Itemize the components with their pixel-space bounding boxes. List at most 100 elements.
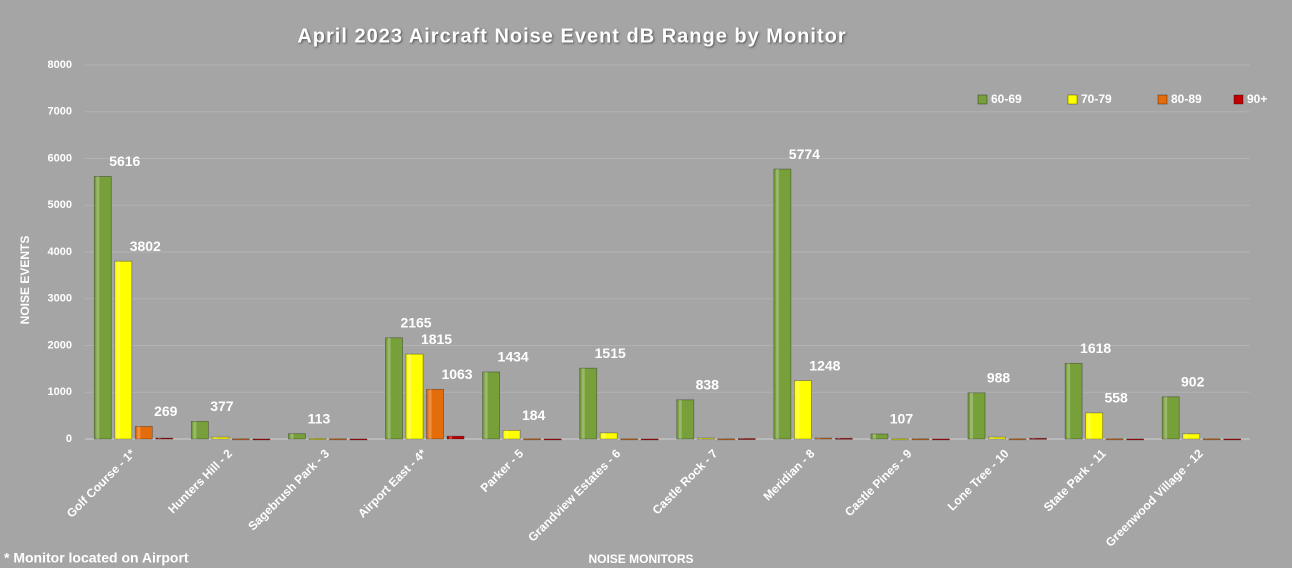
data-label: 1618: [1080, 340, 1111, 356]
bar-highlight: [387, 337, 391, 439]
bar: [834, 437, 853, 440]
data-label: 5774: [789, 146, 820, 162]
bar: [676, 399, 695, 440]
bar: [308, 438, 327, 440]
data-label: 5616: [109, 153, 140, 169]
bar: [737, 438, 756, 440]
bar: [405, 353, 424, 440]
bar: [1085, 412, 1104, 440]
bar: [385, 337, 403, 440]
bar-highlight: [157, 438, 161, 439]
bar: [814, 437, 833, 440]
bar: [579, 367, 598, 440]
bar: [93, 176, 112, 440]
data-label: 184: [522, 407, 546, 423]
data-label: 988: [987, 370, 1011, 386]
bar-highlight: [837, 438, 841, 439]
bar: [482, 371, 501, 440]
data-label: 107: [890, 411, 914, 427]
y-tick-label: 8000: [48, 59, 72, 71]
bar-highlight: [137, 426, 141, 439]
bar: [1029, 437, 1047, 440]
bar: [717, 438, 736, 441]
data-label: 902: [1181, 374, 1205, 390]
bar-highlight: [1031, 438, 1035, 439]
bar: [211, 436, 230, 440]
bar: [523, 438, 542, 441]
bar: [446, 435, 465, 440]
data-label: 1515: [595, 345, 626, 361]
data-label: 558: [1104, 390, 1128, 406]
bar: [426, 388, 444, 440]
bar: [640, 438, 659, 441]
bar-highlight: [581, 368, 585, 439]
bar-highlight: [1164, 396, 1168, 439]
bar: [911, 438, 930, 441]
bar: [543, 438, 562, 441]
data-label: 3802: [130, 238, 161, 254]
bar-highlight: [408, 354, 412, 439]
legend-swatch: [977, 94, 988, 105]
bar-highlight: [678, 399, 682, 439]
bar: [773, 168, 792, 440]
bar: [134, 426, 153, 440]
bar-highlight: [1184, 433, 1188, 439]
bar: [793, 380, 812, 440]
bar: [1105, 438, 1124, 441]
bar-highlight: [505, 430, 509, 439]
bar: [988, 436, 1006, 440]
legend-label: 80-89: [1171, 92, 1202, 106]
bar-highlight: [1087, 412, 1091, 439]
bar-highlight: [290, 433, 294, 439]
legend-swatch: [1067, 94, 1078, 105]
bar-highlight: [193, 421, 197, 439]
data-label: 377: [210, 398, 234, 414]
bar-highlight: [484, 371, 488, 439]
bar-highlight: [1067, 363, 1071, 439]
legend-swatch: [1157, 94, 1168, 105]
bar: [870, 433, 889, 440]
bar: [620, 438, 639, 441]
bar-highlight: [96, 176, 100, 439]
bar: [967, 392, 986, 440]
bar: [155, 437, 174, 440]
bar-highlight: [872, 433, 876, 439]
bar-highlight: [699, 438, 703, 439]
bar: [1223, 438, 1242, 441]
bar-highlight: [775, 169, 779, 440]
y-tick-label: 7000: [48, 106, 72, 118]
bar: [696, 437, 715, 440]
bar: [1064, 362, 1083, 440]
y-tick-label: 6000: [48, 152, 72, 164]
legend-label: 60-69: [991, 92, 1022, 106]
data-label: 1815: [421, 331, 452, 347]
data-label: 1434: [498, 349, 529, 365]
y-tick-label: 3000: [48, 293, 72, 305]
bar: [288, 433, 306, 440]
data-label: 2165: [400, 314, 431, 330]
bar: [1008, 438, 1027, 441]
data-label: 269: [154, 403, 178, 419]
y-tick-label: 5000: [48, 199, 72, 211]
y-tick-label: 1000: [48, 386, 72, 398]
bar-highlight: [116, 261, 120, 439]
footnote: * Monitor located on Airport: [4, 550, 189, 566]
bar-highlight: [428, 389, 432, 439]
bar: [252, 438, 271, 441]
legend-label: 70-79: [1081, 92, 1112, 106]
data-label: 113: [308, 410, 331, 426]
y-tick-label: 2000: [48, 339, 72, 351]
bar-highlight: [816, 438, 820, 439]
bar: [349, 438, 368, 441]
bar-highlight: [602, 432, 606, 439]
bar: [190, 420, 209, 440]
bar: [231, 438, 250, 441]
legend-swatch: [1233, 94, 1244, 105]
bar-highlight: [990, 437, 994, 439]
bar: [1126, 438, 1145, 441]
legend-label: 90+: [1247, 92, 1267, 106]
data-label: 1248: [809, 357, 840, 373]
chart-title: April 2023 Aircraft Noise Event dB Range…: [297, 25, 846, 47]
